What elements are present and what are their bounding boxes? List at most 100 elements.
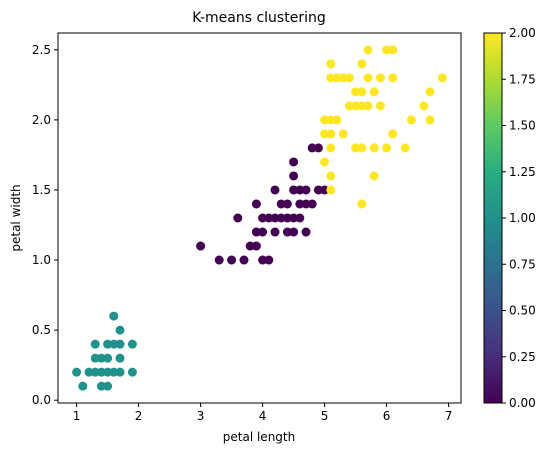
scatter-point — [103, 339, 113, 349]
scatter-point — [282, 227, 292, 237]
scatter-point — [96, 367, 106, 377]
scatter-point — [326, 73, 336, 83]
scatter-point — [78, 381, 88, 391]
scatter-point — [344, 101, 354, 111]
scatter-point — [363, 45, 373, 55]
scatter-point — [90, 339, 100, 349]
scatter-point — [245, 241, 255, 251]
scatter-point — [351, 101, 361, 111]
scatter-point — [90, 367, 100, 377]
scatter-point — [90, 353, 100, 363]
scatter-point — [400, 143, 410, 153]
scatter-point — [388, 45, 398, 55]
y-tick-label: 2.5 — [32, 43, 51, 57]
colorbar-tick-label: 0.25 — [509, 350, 536, 364]
scatter-point — [251, 227, 261, 237]
scatter-point — [382, 143, 392, 153]
scatter-point — [233, 213, 243, 223]
x-axis-ticks: 1 2 3 4 5 6 7 — [73, 403, 453, 423]
scatter-point — [326, 129, 336, 139]
scatter-point — [289, 185, 299, 195]
scatter-point — [84, 367, 94, 377]
scatter-point — [251, 199, 261, 209]
scatter-point — [338, 129, 348, 139]
scatter-point — [326, 171, 336, 181]
scatter-point — [332, 73, 342, 83]
scatter-point — [103, 353, 113, 363]
scatter-point — [276, 213, 286, 223]
scatter-point — [357, 59, 367, 69]
scatter-point — [313, 143, 323, 153]
scatter-point — [307, 199, 317, 209]
scatter-point — [103, 367, 113, 377]
scatter-point — [270, 185, 280, 195]
scatter-point — [357, 87, 367, 97]
x-tick-label: 6 — [383, 409, 391, 423]
scatter-point — [109, 311, 119, 321]
scatter-point — [282, 213, 292, 223]
scatter-point — [326, 143, 336, 153]
scatter-point — [282, 199, 292, 209]
scatter-point — [96, 381, 106, 391]
scatter-point — [388, 73, 398, 83]
scatter-point — [295, 199, 305, 209]
scatter-point — [258, 255, 268, 265]
scatter-point — [301, 199, 311, 209]
colorbar-tick-label: 1.75 — [509, 72, 536, 86]
scatter-point — [115, 353, 125, 363]
scatter-point — [103, 381, 113, 391]
scatter-point — [332, 115, 342, 125]
scatter-point — [357, 101, 367, 111]
scatter-point — [270, 213, 280, 223]
scatter-point — [115, 325, 125, 335]
x-tick-label: 4 — [259, 409, 267, 423]
scatter-point — [227, 255, 237, 265]
points-layer — [72, 45, 447, 391]
y-axis-ticks: 0.0 0.5 1.0 1.5 2.0 2.5 — [32, 43, 58, 407]
scatter-point — [289, 171, 299, 181]
scatter-point — [357, 143, 367, 153]
scatter-point — [127, 339, 137, 349]
scatter-point — [301, 185, 311, 195]
scatter-point — [109, 367, 119, 377]
scatter-point — [289, 227, 299, 237]
colorbar-tick-label: 0.50 — [509, 304, 536, 318]
x-tick-label: 2 — [135, 409, 143, 423]
scatter-point — [357, 199, 367, 209]
scatter-point — [264, 213, 274, 223]
scatter-point — [437, 73, 447, 83]
scatter-point — [214, 255, 224, 265]
x-tick-label: 7 — [445, 409, 453, 423]
scatter-point — [351, 143, 361, 153]
x-axis-label: petal length — [223, 430, 295, 444]
colorbar-tick-label: 2.00 — [509, 26, 536, 40]
scatter-point — [369, 87, 379, 97]
colorbar — [483, 32, 503, 404]
scatter-point — [301, 227, 311, 237]
scatter-point — [127, 367, 137, 377]
scatter-point — [289, 157, 299, 167]
scatter-point — [320, 129, 330, 139]
scatter-point — [351, 87, 361, 97]
scatter-point — [320, 115, 330, 125]
scatter-point — [406, 115, 416, 125]
y-axis-label: petal width — [9, 184, 23, 251]
scatter-point — [326, 59, 336, 69]
scatter-point — [270, 227, 280, 237]
scatter-point — [115, 367, 125, 377]
scatter-point — [258, 213, 268, 223]
scatter-point — [425, 87, 435, 97]
scatter-point — [276, 199, 286, 209]
scatter-point — [320, 157, 330, 167]
scatter-point — [419, 101, 429, 111]
scatter-point — [264, 255, 274, 265]
x-tick-label: 5 — [321, 409, 329, 423]
scatter-point — [109, 339, 119, 349]
scatter-point — [239, 255, 249, 265]
scatter-point — [382, 45, 392, 55]
y-tick-label: 2.0 — [32, 113, 51, 127]
x-tick-label: 3 — [197, 409, 205, 423]
chart-title: K-means clustering — [192, 10, 325, 26]
colorbar-tick-label: 1.25 — [509, 165, 536, 179]
